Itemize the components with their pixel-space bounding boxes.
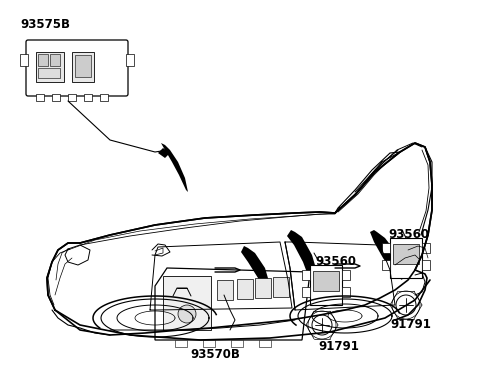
Bar (310, 265, 342, 305)
Polygon shape (370, 230, 405, 280)
Bar (255, 278, 271, 298)
Bar (52, 94, 60, 101)
Bar (390, 238, 422, 278)
FancyBboxPatch shape (26, 40, 128, 96)
Bar (382, 260, 390, 270)
Bar (38, 68, 60, 78)
Bar (302, 287, 310, 297)
Polygon shape (158, 148, 170, 158)
Text: 91791: 91791 (390, 318, 431, 331)
Bar (84, 94, 92, 101)
Bar (38, 54, 48, 66)
Bar (36, 52, 64, 82)
Bar (126, 54, 134, 66)
Bar (20, 54, 28, 66)
Bar (36, 94, 44, 101)
Bar (273, 277, 289, 297)
Text: 93570B: 93570B (190, 348, 240, 361)
Bar (217, 280, 233, 300)
Polygon shape (287, 230, 317, 282)
Circle shape (396, 295, 416, 315)
Bar (75, 55, 91, 77)
Polygon shape (241, 246, 270, 295)
Bar (237, 279, 253, 299)
Bar (382, 243, 390, 253)
Circle shape (178, 305, 196, 323)
Bar (72, 52, 94, 82)
Text: 93560: 93560 (315, 255, 356, 268)
Bar (68, 94, 76, 101)
Bar (163, 276, 211, 330)
Bar (259, 340, 271, 347)
Bar (342, 270, 350, 280)
Text: 93560: 93560 (388, 228, 429, 241)
Bar (422, 243, 430, 253)
Circle shape (312, 315, 332, 335)
Bar (231, 340, 243, 347)
Bar (203, 340, 215, 347)
Bar (422, 260, 430, 270)
Bar (302, 270, 310, 280)
Bar (100, 94, 108, 101)
Bar (313, 271, 339, 291)
Bar (393, 244, 419, 264)
Polygon shape (161, 143, 188, 192)
Bar (342, 287, 350, 297)
Bar (50, 54, 60, 66)
Bar (175, 340, 187, 347)
Text: 93575B: 93575B (20, 18, 70, 31)
Text: 91791: 91791 (318, 340, 359, 353)
